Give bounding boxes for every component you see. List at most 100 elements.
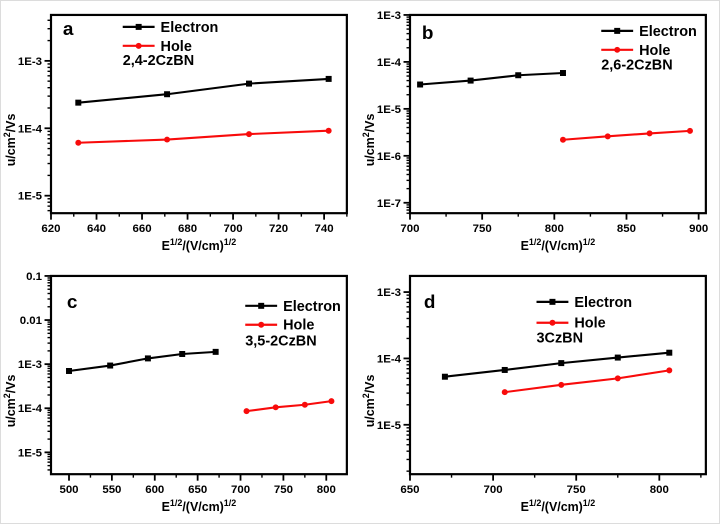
y-tick-label: 1E-5 <box>18 447 43 459</box>
electron-data-point <box>515 72 522 79</box>
plot-frame <box>408 274 707 476</box>
electron-data-point <box>559 70 566 76</box>
electron-series <box>75 75 332 106</box>
hole-data-point <box>246 131 252 138</box>
axes: 700 750 800 850 900 1E-3 1E-4 1E-5 1E-6 1E-7 <box>377 10 708 235</box>
panel-b: 700 750 800 850 900 1E-3 1E-4 1E-5 1E-6 1E-7 E1/2/… <box>360 1 719 262</box>
panel-letter: c <box>67 292 78 313</box>
hole-data-point <box>243 408 250 415</box>
electron-data-point <box>417 81 424 88</box>
electron-data-point <box>501 366 508 373</box>
hole-data-point <box>559 136 566 143</box>
y-axis-label: u/cm2/Vs <box>2 375 18 428</box>
x-tick-label: 640 <box>87 223 106 235</box>
hole-series-line <box>78 129 329 144</box>
panel-c: 500 550 600 650 700 750 800 0.1 0.01 1E-3 1E-4 1E-5… <box>1 262 360 523</box>
plot-frame <box>408 13 707 215</box>
panel-c-chart: 500 550 600 650 700 750 800 0.1 0.01 1E-3 1E-4 1E-5… <box>2 271 348 514</box>
x-axis-label: E1/2/(V/cm)1/2 <box>521 237 596 253</box>
hole-data-point <box>558 381 565 388</box>
y-tick-label: 1E-4 <box>18 123 43 135</box>
electron-data-point <box>212 348 219 355</box>
x-tick-label: 700 <box>224 223 243 235</box>
hole-series <box>243 398 335 415</box>
hole-series <box>501 367 673 396</box>
panel-d-chart: 650 700 750 800 1E-3 1E-4 1E-5 E1/2/(V/cm)1/2 u/… <box>361 274 707 514</box>
compound-label: 2,4-2CzBN <box>123 53 194 69</box>
x-tick-label: 600 <box>145 484 164 496</box>
legend-label-electron: Electron <box>161 20 219 36</box>
x-tick-label: 500 <box>59 484 78 496</box>
y-tick-label: 1E-7 <box>377 198 401 210</box>
hole-series-line <box>562 129 691 141</box>
x-tick-label: 740 <box>315 223 334 235</box>
hole-data-point <box>604 133 611 140</box>
x-tick-label: 700 <box>484 484 503 496</box>
hole-data-point <box>646 130 653 137</box>
electron-series-line <box>444 351 670 378</box>
panel-letter: a <box>63 19 74 40</box>
y-tick-label: 1E-4 <box>377 353 402 365</box>
legend-label-hole: Hole <box>283 318 314 334</box>
electron-data-point <box>75 99 82 106</box>
x-tick-label: 900 <box>689 223 708 235</box>
electron-data-point <box>467 77 474 84</box>
electron-data-point <box>107 362 114 369</box>
panel-a-chart: 620 640 660 680 700 720 740 1E-3 1E-4 1E-5 E1/2/(V… <box>2 13 348 253</box>
compound-label: 3,5-2CzBN <box>245 334 316 350</box>
electron-data-point <box>614 354 621 361</box>
legend-label-hole: Hole <box>161 39 192 55</box>
panel-d: 650 700 750 800 1E-3 1E-4 1E-5 E1/2/(V/cm)1/2 u/… <box>360 262 719 523</box>
hole-series-line <box>504 369 670 394</box>
axes: 620 640 660 680 700 720 740 1E-3 1E-4 1E-5 <box>18 13 348 235</box>
x-tick-label: 620 <box>41 223 60 235</box>
electron-data-point <box>144 355 151 362</box>
hole-data-point <box>501 389 508 396</box>
electron-data-point <box>325 75 332 82</box>
legend-marker-hole <box>614 46 621 53</box>
y-tick-label: 1E-6 <box>377 151 401 163</box>
electron-series <box>417 70 566 88</box>
plot-frame <box>49 274 348 476</box>
x-tick-label: 750 <box>274 484 293 496</box>
electron-data-point <box>666 349 673 356</box>
x-tick-label: 660 <box>132 223 151 235</box>
hole-data-point <box>301 401 308 408</box>
x-tick-label: 650 <box>400 484 419 496</box>
legend-label-electron: Electron <box>574 295 632 311</box>
y-tick-label: 1E-4 <box>377 57 402 69</box>
hole-data-point <box>666 367 673 374</box>
compound-label: 3CzBN <box>537 331 584 347</box>
panel-letter: b <box>422 23 434 44</box>
legend-label-electron: Electron <box>639 24 697 40</box>
legend-marker-hole <box>549 319 556 326</box>
legend-label-electron: Electron <box>283 299 341 315</box>
electron-data-point <box>558 360 565 367</box>
plot-frame <box>49 13 348 215</box>
legend-marker-electron <box>135 23 142 30</box>
panel-b-chart: 700 750 800 850 900 1E-3 1E-4 1E-5 1E-6 1E-7 E1/2/… <box>361 10 708 253</box>
y-tick-label: 1E-5 <box>18 191 43 203</box>
x-tick-label: 700 <box>231 484 250 496</box>
legend-marker-electron <box>549 298 556 305</box>
y-tick-label: 1E-3 <box>377 287 401 299</box>
electron-data-point <box>246 80 252 87</box>
electron-data-point <box>441 373 448 380</box>
y-tick-label: 1E-5 <box>377 104 402 116</box>
y-tick-label: 1E-3 <box>18 56 42 68</box>
x-tick-label: 720 <box>269 223 288 235</box>
hole-data-point <box>328 398 335 405</box>
hole-data-point <box>325 127 332 134</box>
x-axis-label: E1/2/(V/cm)1/2 <box>162 498 237 514</box>
x-tick-label: 680 <box>178 223 197 235</box>
x-axis-label: E1/2/(V/cm)1/2 <box>521 498 596 514</box>
electron-data-point <box>179 351 186 357</box>
x-tick-label: 800 <box>650 484 669 496</box>
hole-data-point <box>686 127 693 134</box>
electron-series <box>66 348 219 374</box>
x-tick-label: 700 <box>400 223 419 235</box>
legend-marker-electron <box>258 302 265 309</box>
